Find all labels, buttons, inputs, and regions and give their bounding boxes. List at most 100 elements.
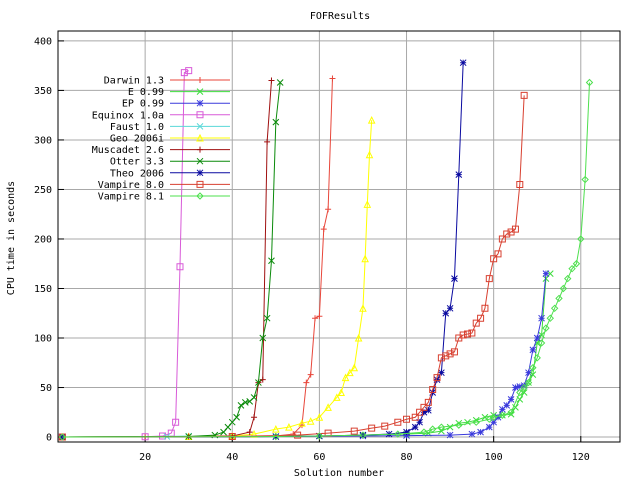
data-point: [451, 275, 458, 282]
data-point: [420, 428, 428, 436]
series-otter-3-3: [59, 79, 284, 441]
y-tick-label: 150: [34, 284, 52, 295]
data-point: [354, 333, 363, 342]
data-point: [507, 396, 515, 403]
data-point: [559, 284, 568, 293]
data-point: [424, 398, 432, 406]
data-point: [259, 334, 267, 342]
legend-entry: E 0.99: [128, 87, 230, 98]
series-geo-2006i: [58, 116, 376, 441]
data-point: [542, 324, 550, 332]
data-point: [176, 263, 184, 271]
data-point: [499, 405, 506, 413]
series-vampire-8-0: [58, 91, 528, 441]
data-point: [568, 264, 576, 273]
data-point: [403, 415, 411, 423]
data-point: [550, 304, 559, 313]
data-point: [520, 382, 528, 389]
data-point: [312, 315, 319, 322]
data-point: [512, 384, 519, 391]
data-point: [315, 413, 324, 421]
data-point: [416, 418, 423, 426]
data-point: [272, 118, 280, 126]
data-point: [525, 369, 532, 377]
legend-label: EP 0.99: [122, 99, 164, 110]
data-point: [455, 171, 463, 178]
data-point: [503, 402, 511, 409]
data-point: [546, 314, 555, 322]
data-point: [437, 423, 446, 431]
data-point: [494, 250, 502, 258]
data-point: [446, 423, 454, 431]
data-point: [533, 334, 541, 342]
data-point: [485, 423, 493, 431]
data-point: [196, 133, 204, 142]
data-point: [494, 413, 502, 421]
legend-label: E 0.99: [128, 87, 164, 98]
legend-entry: Geo 2006i: [110, 134, 230, 145]
data-point: [537, 339, 546, 347]
data-point: [58, 433, 66, 441]
data-point: [368, 424, 376, 432]
plot-area: [57, 30, 621, 443]
data-point: [196, 157, 204, 165]
legend-entry: Vampire 8.0: [98, 180, 230, 191]
data-point: [468, 329, 476, 337]
data-point: [555, 294, 563, 303]
data-point: [403, 428, 410, 436]
series-line: [62, 273, 551, 438]
data-point: [442, 309, 450, 317]
data-point: [472, 418, 480, 426]
data-point: [346, 368, 354, 377]
data-point: [516, 181, 524, 189]
y-axis-label: CPU time in seconds: [6, 181, 17, 295]
data-point: [438, 427, 445, 435]
data-point: [285, 423, 293, 431]
series-line: [62, 273, 547, 438]
series-muscadet-2-6: [59, 77, 275, 441]
data-point: [512, 403, 519, 411]
legend-entry: Equinox 1.0a: [92, 110, 230, 121]
data-point: [196, 169, 204, 177]
data-point: [498, 411, 507, 419]
data-point: [489, 413, 498, 421]
data-point: [542, 270, 550, 277]
legend-label: Muscadet 2.6: [92, 145, 164, 156]
data-point: [367, 116, 376, 124]
y-tick-label: 100: [34, 334, 52, 345]
data-point: [485, 275, 493, 283]
data-point: [361, 254, 369, 263]
data-point: [363, 200, 372, 208]
series-ep-0-99: [59, 270, 550, 441]
data-point: [233, 413, 240, 421]
legend-entry: Muscadet 2.6: [92, 145, 230, 156]
data-point: [172, 418, 180, 426]
series-line: [62, 80, 272, 438]
data-point: [459, 59, 467, 67]
data-point: [259, 376, 266, 383]
data-point: [264, 138, 271, 145]
data-point: [585, 78, 594, 87]
data-point: [424, 406, 432, 414]
data-point: [359, 304, 367, 312]
x-axis-label: Solution number: [294, 468, 384, 479]
legend-label: Equinox 1.0a: [92, 110, 164, 121]
data-point: [307, 371, 314, 378]
data-point: [141, 433, 149, 441]
data-point: [394, 430, 402, 438]
data-point: [481, 304, 489, 312]
data-point: [533, 339, 541, 347]
data-point: [420, 408, 428, 416]
data-point: [477, 314, 485, 322]
data-point: [276, 79, 284, 86]
data-point: [511, 225, 519, 233]
data-point: [564, 274, 572, 283]
data-point: [268, 257, 275, 265]
data-point: [433, 376, 441, 383]
data-point: [324, 403, 332, 411]
data-point: [272, 432, 280, 441]
legend-label: Darwin 1.3: [104, 76, 164, 87]
data-point: [58, 433, 67, 441]
data-point: [433, 374, 441, 382]
